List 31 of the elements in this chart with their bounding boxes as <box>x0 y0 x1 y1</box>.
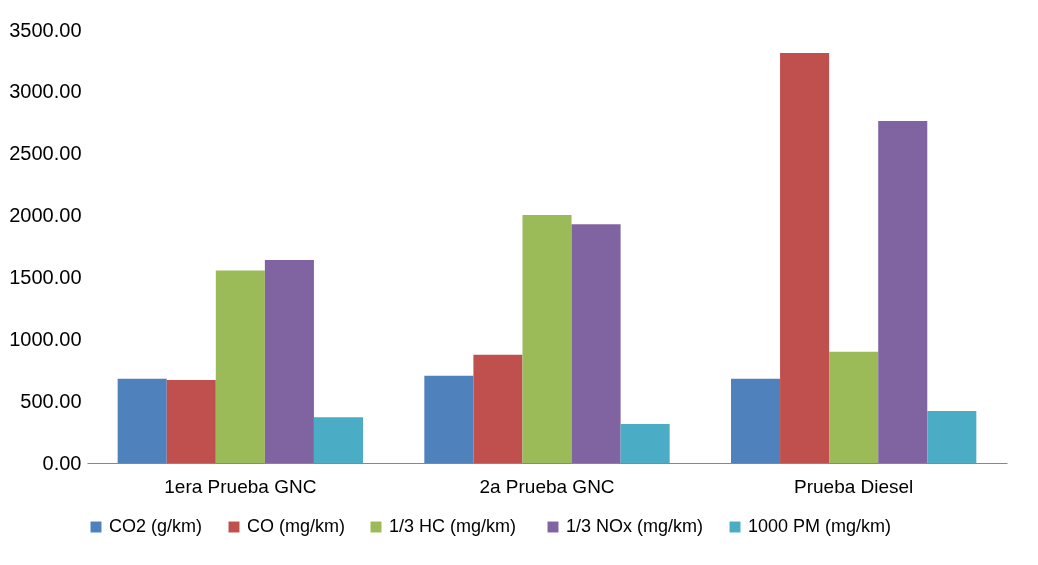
bar <box>522 214 572 463</box>
bar <box>620 424 670 463</box>
y-tick-label: 3500.00 <box>9 18 82 41</box>
bar <box>166 380 216 463</box>
legend-label: CO (mg/km) <box>247 516 345 536</box>
x-tick-label: 1era Prueba GNC <box>164 475 317 497</box>
x-tick-label: Prueba Diesel <box>793 475 914 497</box>
bar <box>117 378 167 463</box>
bar <box>571 224 621 463</box>
legend-label: 1/3 NOx (mg/km) <box>566 516 704 536</box>
y-tick-label: 1500.00 <box>9 265 82 288</box>
legend-label: CO2 (g/km) <box>109 516 203 536</box>
y-tick-label: 0.00 <box>42 451 82 474</box>
bar <box>313 417 363 463</box>
bar <box>424 375 474 463</box>
y-tick-label: 2500.00 <box>9 142 82 165</box>
bar <box>780 52 830 463</box>
legend-label: 1/3 HC (mg/km) <box>389 516 517 536</box>
bar <box>878 120 928 463</box>
bar <box>473 354 523 463</box>
y-tick-label: 3000.00 <box>9 80 82 103</box>
bar <box>264 260 314 463</box>
y-tick-label: 1000.00 <box>9 327 82 350</box>
bar <box>927 411 977 463</box>
y-tick-label: 500.00 <box>20 389 82 412</box>
bar <box>731 378 781 463</box>
bar <box>829 351 879 463</box>
x-tick-label: 2a Prueba GNC <box>479 475 615 497</box>
bar <box>215 270 265 463</box>
y-tick-label: 2000.00 <box>9 204 82 227</box>
legend-label: 1000 PM (mg/km) <box>748 516 892 536</box>
